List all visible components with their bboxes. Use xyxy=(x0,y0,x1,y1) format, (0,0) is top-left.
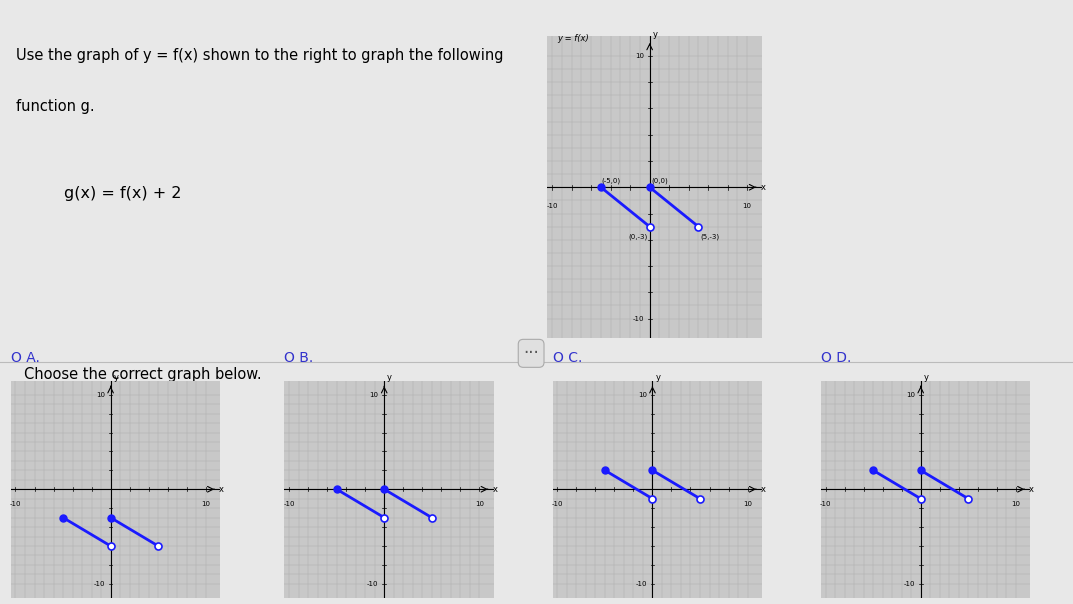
Text: y: y xyxy=(114,373,118,382)
Text: y = f(x): y = f(x) xyxy=(557,34,589,43)
Text: -10: -10 xyxy=(93,581,105,586)
Text: y: y xyxy=(656,373,660,382)
Text: y: y xyxy=(924,373,928,382)
Text: 10: 10 xyxy=(95,392,105,397)
Text: x: x xyxy=(761,183,766,191)
Text: O C.: O C. xyxy=(553,352,582,365)
Text: function g.: function g. xyxy=(16,99,94,114)
Text: -10: -10 xyxy=(546,203,558,209)
Text: -10: -10 xyxy=(635,581,647,586)
Text: O B.: O B. xyxy=(284,352,313,365)
Text: (5,-3): (5,-3) xyxy=(701,234,720,240)
Text: (0,0): (0,0) xyxy=(651,178,668,184)
Text: x: x xyxy=(219,485,224,493)
Text: y: y xyxy=(652,30,658,39)
Text: (0,-3): (0,-3) xyxy=(629,234,648,240)
Text: -10: -10 xyxy=(903,581,915,586)
Text: y: y xyxy=(387,373,392,382)
Text: 10: 10 xyxy=(743,203,752,209)
Text: 10: 10 xyxy=(635,53,644,59)
Text: 10: 10 xyxy=(202,501,210,507)
Text: 10: 10 xyxy=(369,392,379,397)
Text: 10: 10 xyxy=(906,392,915,397)
Text: g(x) = f(x) + 2: g(x) = f(x) + 2 xyxy=(64,186,182,201)
Text: -10: -10 xyxy=(632,315,644,321)
Text: O D.: O D. xyxy=(821,352,851,365)
Text: 10: 10 xyxy=(1012,501,1020,507)
Text: -10: -10 xyxy=(820,501,832,507)
Text: -10: -10 xyxy=(367,581,379,586)
Text: (-5,0): (-5,0) xyxy=(601,178,620,184)
Text: x: x xyxy=(761,485,766,493)
Text: 10: 10 xyxy=(744,501,752,507)
Text: -10: -10 xyxy=(552,501,563,507)
Text: -10: -10 xyxy=(283,501,295,507)
Text: 10: 10 xyxy=(475,501,484,507)
Text: O A.: O A. xyxy=(11,352,40,365)
Text: Choose the correct graph below.: Choose the correct graph below. xyxy=(24,367,261,382)
Text: Use the graph of y = f(x) shown to the right to graph the following: Use the graph of y = f(x) shown to the r… xyxy=(16,48,503,63)
Text: 10: 10 xyxy=(637,392,647,397)
Text: -10: -10 xyxy=(10,501,21,507)
Text: x: x xyxy=(493,485,498,493)
Text: ···: ··· xyxy=(524,344,539,362)
Text: x: x xyxy=(1029,485,1034,493)
